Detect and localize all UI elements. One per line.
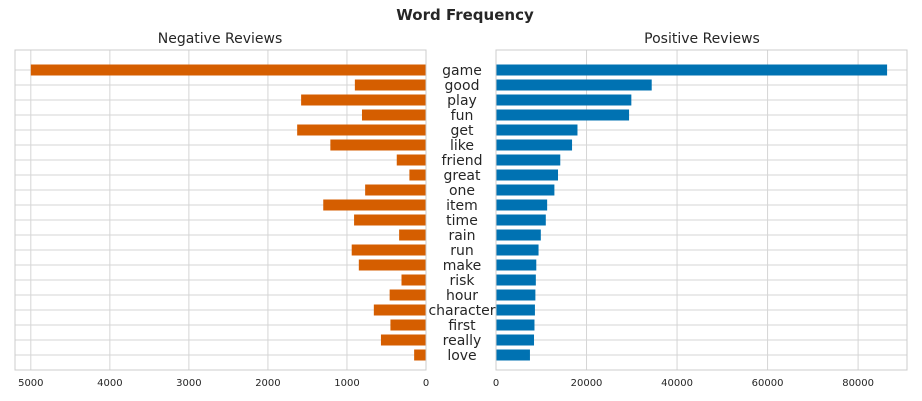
negative-bar-love [414, 349, 426, 361]
word-label-get: get [451, 123, 475, 139]
negative-reviews-panel: 5000 4000 3000 2000 1000 0 [14, 49, 429, 389]
word-label-one: one [449, 183, 475, 199]
negative-bar-character [373, 304, 426, 316]
negative-xtick-label: 4000 [97, 378, 122, 389]
positive-bar-game [496, 64, 888, 76]
negative-bar-time [354, 214, 426, 226]
negative-panel-title: Negative Reviews [158, 31, 283, 47]
positive-bar-rain [496, 229, 541, 241]
negative-xtick-label: 1000 [334, 378, 359, 389]
positive-bar-make [496, 259, 537, 271]
negative-bar-hour [389, 289, 426, 301]
positive-xtick-label: 60000 [752, 378, 784, 389]
negative-xtick-label: 2000 [255, 378, 280, 389]
positive-bar-great [496, 169, 559, 181]
word-label-like: like [450, 138, 474, 154]
word-label-friend: friend [442, 153, 483, 169]
positive-bar-time [496, 214, 546, 226]
negative-bar-first [390, 319, 426, 331]
positive-bar-play [496, 94, 632, 106]
positive-bar-one [496, 184, 555, 196]
positive-bar-really [496, 334, 535, 346]
positive-bar-run [496, 244, 539, 256]
negative-bar-good [354, 79, 426, 91]
negative-bar-play [301, 94, 426, 106]
negative-xtick-label: 0 [423, 378, 429, 389]
negative-xtick-label: 3000 [176, 378, 201, 389]
positive-bar-like [496, 139, 573, 151]
negative-bar-rain [399, 229, 426, 241]
negative-bar-one [365, 184, 426, 196]
negative-bar-really [380, 334, 426, 346]
word-label-hour: hour [446, 288, 478, 304]
positive-bar-get [496, 124, 578, 136]
negative-bar-great [409, 169, 426, 181]
positive-bar-character [496, 304, 535, 316]
positive-bar-good [496, 79, 652, 91]
negative-bar-risk [401, 274, 426, 286]
word-label-character: character [428, 303, 495, 319]
word-label-love: love [447, 348, 476, 364]
word-label-time: time [446, 213, 478, 229]
positive-bar-hour [496, 289, 536, 301]
word-label-really: really [443, 333, 482, 349]
word-label-item: item [446, 198, 478, 214]
negative-xtick-label: 5000 [18, 378, 43, 389]
word-label-run: run [450, 243, 474, 259]
positive-reviews-panel: 0 20000 40000 60000 80000 [493, 49, 908, 389]
word-label-good: good [445, 78, 480, 94]
positive-axes-frame [495, 49, 908, 371]
negative-bar-run [351, 244, 426, 256]
word-label-make: make [443, 258, 481, 274]
word-labels: gamegoodplayfungetlikefriendgreatoneitem… [428, 63, 495, 364]
negative-axes-frame [14, 49, 427, 371]
positive-panel-title: Positive Reviews [644, 31, 760, 47]
negative-bar-get [297, 124, 426, 136]
negative-bar-make [358, 259, 426, 271]
positive-xtick-label: 0 [493, 378, 499, 389]
positive-bar-friend [496, 154, 561, 166]
word-label-risk: risk [449, 273, 475, 289]
positive-bar-love [496, 349, 530, 361]
word-label-great: great [443, 168, 481, 184]
positive-xtick-label: 40000 [661, 378, 693, 389]
negative-bar-item [323, 199, 426, 211]
word-label-first: first [448, 318, 476, 334]
word-label-play: play [447, 93, 477, 109]
positive-bar-risk [496, 274, 536, 286]
positive-xtick-label: 20000 [571, 378, 603, 389]
negative-bar-friend [396, 154, 426, 166]
negative-bar-game [30, 64, 427, 76]
positive-xtick-label: 80000 [842, 378, 874, 389]
positive-bar-fun [496, 109, 630, 121]
positive-bar-item [496, 199, 548, 211]
word-label-game: game [442, 63, 482, 79]
word-label-rain: rain [448, 228, 475, 244]
negative-bar-like [330, 139, 426, 151]
positive-bar-first [496, 319, 535, 331]
word-label-fun: fun [451, 108, 474, 124]
negative-bar-fun [361, 109, 426, 121]
figure-title: Word Frequency [396, 6, 534, 24]
